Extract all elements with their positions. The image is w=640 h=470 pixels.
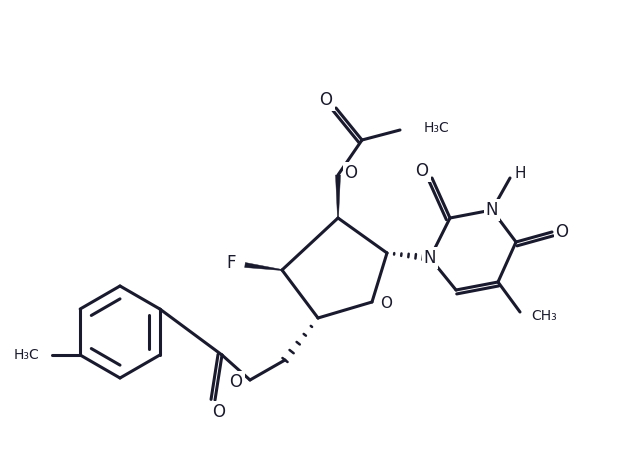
Text: H₃C: H₃C (424, 121, 450, 135)
Text: F: F (227, 254, 236, 272)
Text: O: O (212, 403, 225, 421)
Text: H₃C: H₃C (13, 348, 39, 362)
Text: O: O (556, 223, 568, 241)
Text: O: O (380, 297, 392, 312)
Text: O: O (230, 373, 243, 391)
Text: N: N (424, 249, 436, 267)
Text: H: H (515, 165, 525, 180)
Polygon shape (335, 175, 340, 218)
Text: O: O (319, 91, 333, 109)
Text: CH₃: CH₃ (531, 309, 557, 323)
Text: O: O (344, 164, 358, 182)
Polygon shape (244, 263, 282, 271)
Text: N: N (486, 201, 499, 219)
Text: O: O (415, 162, 429, 180)
